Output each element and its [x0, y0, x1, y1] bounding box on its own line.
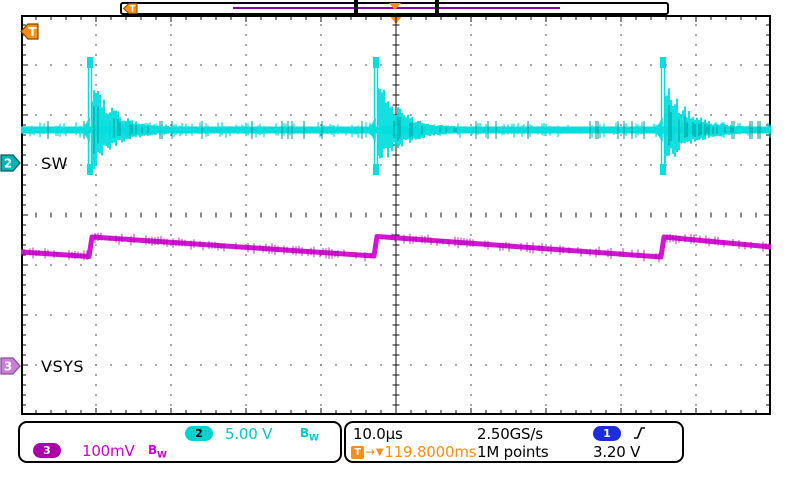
triangle-down-icon: ▼ — [375, 446, 384, 458]
trigger-t-icon: T — [351, 445, 364, 459]
trigger-source-badge[interactable]: 1 — [593, 426, 621, 441]
sample-rate-readout: 2.50GS/s — [477, 425, 543, 443]
zoom-window-left-bracket[interactable] — [354, 0, 358, 16]
trigger-position-flag-record[interactable]: T — [123, 3, 138, 14]
channel-2-bandwidth-indicator: BW — [300, 426, 319, 444]
svg-text:T: T — [130, 5, 136, 15]
channel-3-label: VSYS — [41, 357, 85, 376]
trigger-delay-readout[interactable]: T → ▼ 119.8000ms — [351, 443, 477, 461]
expansion-point-marker-record — [389, 3, 401, 10]
svg-text:3: 3 — [4, 360, 12, 374]
svg-text:T: T — [28, 25, 37, 39]
channel-2-marker[interactable]: 2 — [0, 154, 21, 172]
svg-text:2: 2 — [4, 157, 12, 171]
delay-value: 119.8000ms — [384, 443, 477, 461]
channel-3-bandwidth-indicator: BW — [148, 443, 167, 461]
horizontal-trigger-readouts-box: 10.0µs 2.50GS/s 1 T → ▼ 119.8000ms 1M point… — [344, 421, 684, 463]
rising-edge-icon — [634, 427, 645, 439]
zoom-window-right-bracket[interactable] — [435, 0, 439, 16]
trigger-level-readout[interactable]: 3.20 V — [593, 443, 641, 461]
arrow-right-icon: → — [365, 445, 375, 459]
channel-2-label: SW — [41, 154, 68, 173]
channel-2-badge[interactable]: 2 — [185, 426, 213, 441]
graticule-svg — [21, 15, 771, 415]
trigger-offscreen-flag[interactable]: T — [20, 23, 39, 40]
record-view-bar[interactable]: T — [120, 0, 669, 16]
channel-3-scale[interactable]: 100mV — [82, 442, 135, 460]
channel-2-scale[interactable]: 5.00 V — [225, 425, 273, 443]
horizontal-scale-readout[interactable]: 10.0µs — [353, 425, 403, 443]
vertical-readouts-box: 2 5.00 V BW 3 100mV BW — [18, 421, 342, 463]
channel-3-badge[interactable]: 3 — [33, 443, 61, 458]
record-length-readout: 1M points — [477, 443, 549, 461]
channel-3-marker[interactable]: 3 — [0, 357, 21, 375]
